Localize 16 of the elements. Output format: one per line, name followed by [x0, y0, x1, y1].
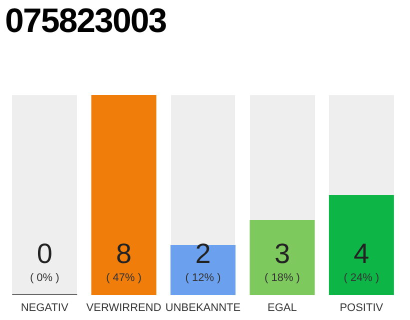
x-tick-label: NEGATIV	[20, 302, 69, 314]
data-label: 0	[36, 238, 52, 269]
data-label: 4	[354, 238, 370, 269]
x-tick-label: EGAL	[268, 302, 297, 314]
annotation: ( 24% )	[344, 272, 380, 284]
data-label: 3	[274, 238, 290, 269]
x-tick-label: POSITIV	[340, 302, 384, 314]
annotation: ( 12% )	[185, 272, 221, 284]
annotation: ( 47% )	[106, 272, 142, 284]
annotation: ( 18% )	[264, 272, 300, 284]
data-label: 2	[195, 238, 211, 269]
x-tick-label: VERWIRREND	[86, 302, 162, 314]
data-label: 8	[116, 238, 132, 269]
annotation: ( 0% )	[30, 272, 60, 284]
chart-title: 075823003	[5, 2, 166, 41]
x-tick-label: UNBEKANNTE	[165, 302, 241, 314]
